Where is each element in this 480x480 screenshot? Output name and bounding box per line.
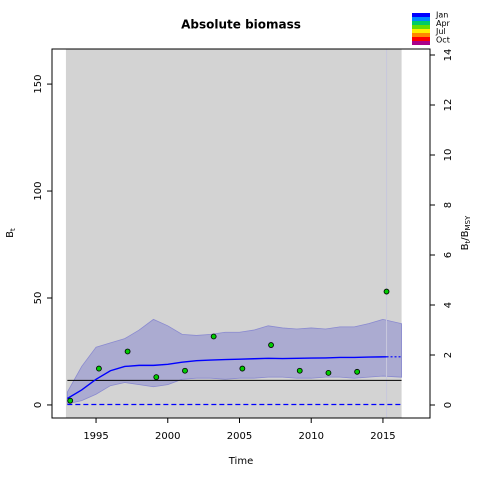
y2-tick-label: 12 xyxy=(443,99,454,112)
x-tick-label: 2010 xyxy=(298,431,323,442)
observation-point xyxy=(67,397,74,404)
month-colorbar xyxy=(412,13,430,45)
observation-point xyxy=(325,369,332,376)
y-tick-label: 50 xyxy=(33,292,44,305)
y2-label-slash: /B xyxy=(460,230,471,240)
y2-label-sub2: MSY xyxy=(464,215,472,230)
observation-point xyxy=(182,367,188,374)
observation-point xyxy=(96,365,102,372)
observation-point xyxy=(124,348,131,355)
y2-tick-label: 10 xyxy=(443,149,454,162)
x-tick-label: 2015 xyxy=(370,431,395,442)
y-tick-label: 100 xyxy=(33,181,44,200)
observation-point xyxy=(354,368,361,375)
observation-point xyxy=(268,342,274,348)
ci-band xyxy=(66,318,402,405)
y2-axis-label: Bt/BMSY xyxy=(460,215,472,250)
y2-label-main: B xyxy=(460,243,471,250)
observation-point xyxy=(239,365,246,372)
month-label: Oct xyxy=(436,35,450,44)
x-axis-label: Time xyxy=(228,456,253,467)
x-tick-label: 2005 xyxy=(227,431,252,442)
y-tick-label: 150 xyxy=(33,75,44,94)
chart-title: Absolute biomass xyxy=(181,18,301,32)
y2-tick-label: 2 xyxy=(443,352,454,358)
month-label: Apr xyxy=(436,19,451,28)
y2-tick-label: 6 xyxy=(443,252,454,258)
y-axis-label: Bt xyxy=(5,228,17,238)
observation-point xyxy=(296,367,303,374)
observation-point xyxy=(153,374,160,381)
y-label-main: B xyxy=(5,231,16,238)
y2-tick-label: 8 xyxy=(443,202,454,208)
y-label-sub: t xyxy=(9,228,17,231)
estimate-line xyxy=(66,356,387,400)
x-tick-label: 2000 xyxy=(155,431,180,442)
plot-frame xyxy=(51,48,431,419)
observation-point xyxy=(383,288,390,295)
observation-point xyxy=(210,333,217,340)
y2-label-sub: t xyxy=(464,240,472,243)
y2-tick-label: 0 xyxy=(443,402,454,408)
month-label: Jan xyxy=(435,11,448,20)
y-tick-label: 0 xyxy=(33,402,44,408)
y2-tick-label: 14 xyxy=(443,49,454,62)
y2-tick-label: 4 xyxy=(443,302,454,308)
month-label: Jul xyxy=(435,27,446,36)
x-tick-label: 1995 xyxy=(83,431,108,442)
